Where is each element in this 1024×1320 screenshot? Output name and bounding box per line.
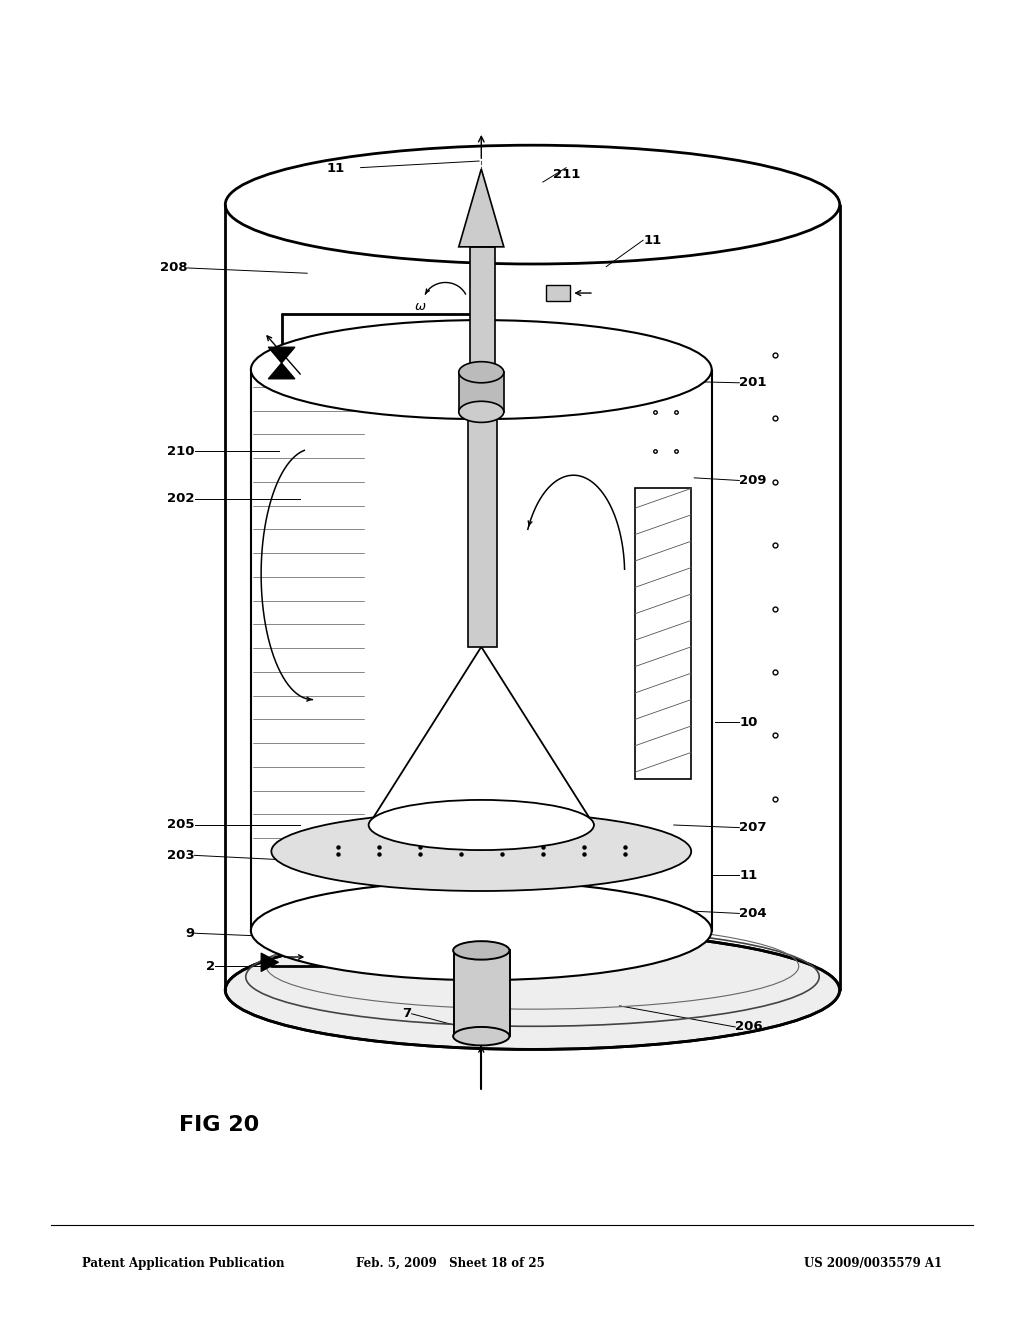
Text: 11: 11 xyxy=(327,162,345,176)
Polygon shape xyxy=(459,169,504,247)
Text: Patent Application Publication: Patent Application Publication xyxy=(82,1257,285,1270)
Ellipse shape xyxy=(453,1027,510,1045)
Text: 201: 201 xyxy=(739,376,767,389)
FancyBboxPatch shape xyxy=(546,285,570,301)
Text: 210: 210 xyxy=(167,445,195,458)
FancyBboxPatch shape xyxy=(470,247,495,372)
Polygon shape xyxy=(261,953,279,972)
FancyBboxPatch shape xyxy=(459,372,504,412)
Text: 207: 207 xyxy=(739,821,767,834)
Text: 7: 7 xyxy=(402,1007,412,1020)
Text: 2: 2 xyxy=(206,960,215,973)
Ellipse shape xyxy=(369,800,594,850)
Text: $\omega$: $\omega$ xyxy=(414,300,426,313)
Polygon shape xyxy=(268,347,295,363)
Text: 205: 205 xyxy=(167,818,195,832)
Ellipse shape xyxy=(453,941,510,960)
Ellipse shape xyxy=(225,931,840,1049)
Text: 209: 209 xyxy=(739,474,767,487)
Ellipse shape xyxy=(271,812,691,891)
Polygon shape xyxy=(268,363,295,379)
Text: 204: 204 xyxy=(739,907,767,920)
Text: 208: 208 xyxy=(160,261,187,275)
Text: 10: 10 xyxy=(739,715,758,729)
FancyBboxPatch shape xyxy=(468,403,497,647)
Ellipse shape xyxy=(459,401,504,422)
Ellipse shape xyxy=(459,362,504,383)
Text: 9: 9 xyxy=(185,927,195,940)
Text: 202: 202 xyxy=(167,492,195,506)
Text: US 2009/0035579 A1: US 2009/0035579 A1 xyxy=(804,1257,942,1270)
Polygon shape xyxy=(369,647,594,825)
FancyBboxPatch shape xyxy=(454,950,510,1036)
Ellipse shape xyxy=(225,145,840,264)
Text: 211: 211 xyxy=(553,168,580,181)
Text: 206: 206 xyxy=(735,1020,763,1034)
Ellipse shape xyxy=(251,882,712,979)
Ellipse shape xyxy=(251,321,712,420)
Text: FIG 20: FIG 20 xyxy=(179,1115,259,1135)
FancyBboxPatch shape xyxy=(635,488,691,779)
Text: 11: 11 xyxy=(739,869,758,882)
Text: 203: 203 xyxy=(167,849,195,862)
Text: 11: 11 xyxy=(643,234,662,247)
Text: Feb. 5, 2009   Sheet 18 of 25: Feb. 5, 2009 Sheet 18 of 25 xyxy=(356,1257,545,1270)
